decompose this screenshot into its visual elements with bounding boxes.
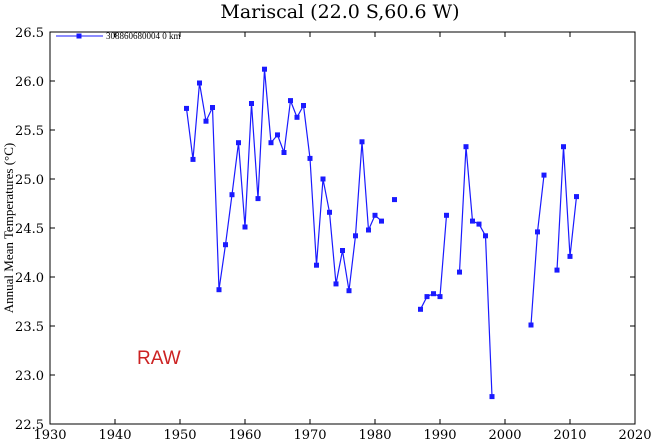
series-line — [458, 146, 493, 397]
data-point — [392, 197, 397, 203]
y-tick-label: 23.5 — [15, 320, 44, 335]
x-tick-label: 2000 — [488, 428, 521, 443]
x-tick-label: 2020 — [618, 428, 651, 443]
y-tick-label: 24.5 — [15, 222, 44, 237]
data-point — [184, 105, 189, 111]
data-point — [489, 394, 495, 400]
data-point — [197, 80, 202, 86]
data-point — [229, 192, 235, 198]
data-point — [275, 132, 280, 138]
x-axis: 1930 1940 1950 1960 1970 1980 1990 2000 2010 2020 — [33, 32, 652, 443]
data-point — [470, 218, 475, 224]
x-tick-label: 1930 — [33, 428, 66, 443]
data-point — [307, 155, 313, 161]
data-point — [457, 269, 462, 275]
x-tick-label: 1950 — [163, 428, 196, 443]
data-point — [294, 114, 300, 120]
data-point — [281, 150, 287, 155]
data-point — [567, 253, 573, 259]
data-point — [223, 242, 228, 248]
data-point — [372, 212, 378, 218]
x-tick-label: 1960 — [228, 428, 261, 443]
y-tick-label: 25.0 — [15, 173, 44, 188]
data-point — [314, 262, 319, 268]
data-point — [340, 248, 345, 253]
series-line — [530, 175, 545, 326]
x-tick-label: 1990 — [423, 428, 456, 443]
y-tick-label: 23.0 — [15, 369, 44, 384]
data-point — [320, 176, 326, 182]
data-point — [327, 209, 332, 215]
data-point — [255, 196, 261, 202]
y-axis: 22.5 23.0 23.5 24.0 24.5 25.0 25.5 26.0 26.5 — [15, 26, 635, 433]
data-point — [424, 294, 430, 300]
data-point — [333, 281, 339, 287]
data-point — [561, 144, 566, 150]
data-point — [268, 140, 274, 146]
legend-label: 308860680004 0 km — [106, 31, 181, 41]
series-line — [556, 146, 578, 271]
chart-title: Mariscal (22.0 S,60.6 W) — [220, 1, 459, 23]
y-axis-label: Annual Mean Temperatures (°C) — [1, 143, 16, 313]
data-point — [554, 267, 560, 273]
data-point — [444, 212, 449, 218]
y-tick-label: 25.5 — [15, 124, 44, 139]
data-point — [353, 233, 358, 239]
data-point — [288, 98, 293, 104]
series-line — [185, 69, 382, 291]
series-group — [184, 66, 579, 400]
data-point — [418, 306, 423, 312]
data-point — [216, 287, 222, 293]
y-tick-label: 24.0 — [15, 271, 44, 286]
data-point — [366, 227, 371, 233]
data-point — [236, 140, 241, 146]
x-tick-label: 1980 — [358, 428, 391, 443]
data-point — [242, 224, 248, 230]
data-point — [535, 229, 540, 235]
data-point — [190, 156, 196, 162]
raw-annotation: RAW — [137, 348, 181, 369]
data-point — [262, 66, 267, 72]
legend-marker — [76, 33, 82, 39]
data-point — [301, 103, 306, 108]
data-point — [574, 194, 579, 200]
data-point — [379, 218, 384, 224]
data-point — [483, 233, 488, 239]
data-point — [210, 105, 215, 110]
data-point — [528, 322, 534, 328]
y-tick-label: 22.5 — [15, 418, 44, 433]
x-tick-label: 1970 — [293, 428, 326, 443]
data-point — [437, 294, 443, 300]
data-point — [346, 288, 352, 294]
x-tick-label: 2010 — [553, 428, 586, 443]
data-point — [359, 139, 365, 145]
legend: 308860680004 0 km — [56, 31, 181, 41]
data-point — [463, 144, 469, 150]
y-tick-label: 26.5 — [15, 26, 44, 41]
data-point — [431, 291, 436, 297]
data-point — [541, 172, 547, 178]
x-tick-label: 1940 — [98, 428, 131, 443]
data-point — [476, 221, 482, 227]
data-point — [203, 118, 209, 124]
y-tick-label: 26.0 — [15, 75, 44, 90]
data-point — [249, 101, 254, 106]
